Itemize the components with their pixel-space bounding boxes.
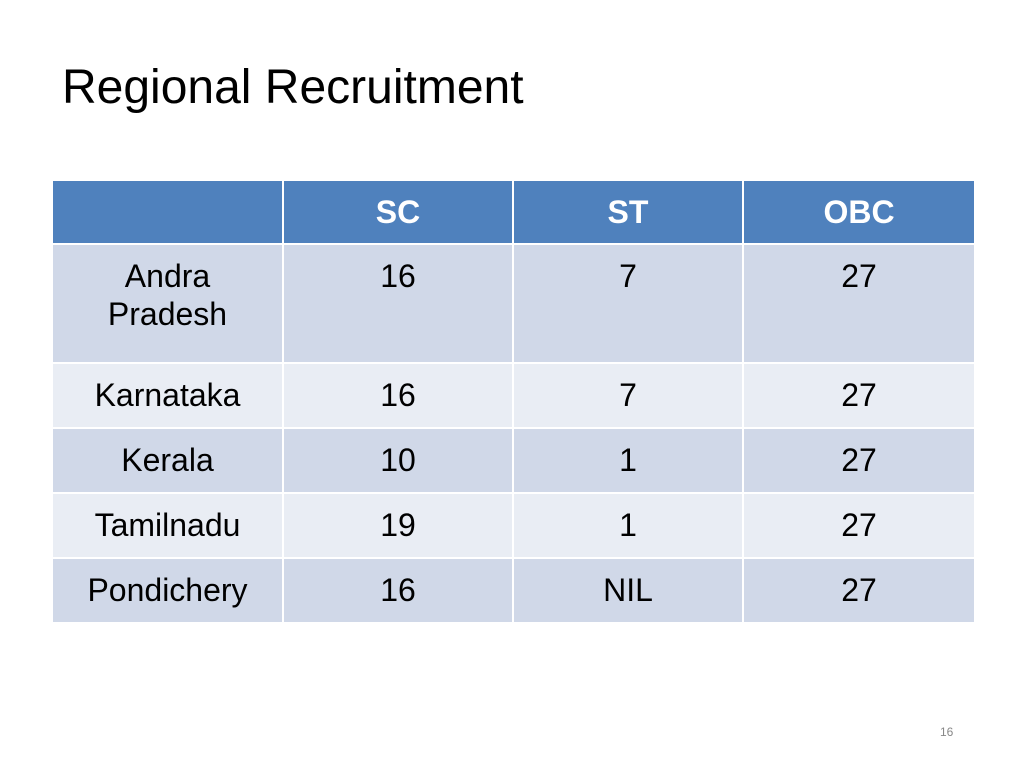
column-header: SC (282, 179, 514, 245)
table-cell: 27 (742, 243, 976, 364)
table-cell: 16 (282, 362, 514, 429)
table-cell: 10 (282, 427, 514, 494)
row-label: Pondichery (51, 557, 284, 624)
table-row: Andra Pradesh 16 7 27 (51, 243, 976, 364)
row-label: Tamilnadu (51, 492, 284, 559)
column-header: ST (512, 179, 744, 245)
table-row: Karnataka 16 7 27 (51, 362, 976, 429)
row-label: Kerala (51, 427, 284, 494)
row-label: Andra Pradesh (51, 243, 284, 364)
table-cell: 27 (742, 557, 976, 624)
table-cell: NIL (512, 557, 744, 624)
table-cell: 16 (282, 557, 514, 624)
table-row: Kerala 10 1 27 (51, 427, 976, 494)
row-label: Karnataka (51, 362, 284, 429)
table-head: SC ST OBC (51, 179, 976, 245)
table-cell: 16 (282, 243, 514, 364)
table-row: Tamilnadu 19 1 27 (51, 492, 976, 559)
table-cell: 27 (742, 427, 976, 494)
table-body: Andra Pradesh 16 7 27 Karnataka 16 7 27 Kerala 10… (51, 243, 976, 624)
table-row: Pondichery 16 NIL 27 (51, 557, 976, 624)
slide-title: Regional Recruitment (62, 61, 524, 114)
column-header: OBC (742, 179, 976, 245)
corner-cell (51, 179, 284, 245)
table-cell: 1 (512, 427, 744, 494)
table-cell: 27 (742, 362, 976, 429)
table-cell: 27 (742, 492, 976, 559)
table-cell: 7 (512, 362, 744, 429)
table-cell: 1 (512, 492, 744, 559)
data-table: SC ST OBC Andra Pradesh 16 7 27 Karnataka 16 7… (51, 179, 976, 624)
header-row: SC ST OBC (51, 179, 976, 245)
table-cell: 19 (282, 492, 514, 559)
table-cell: 7 (512, 243, 744, 364)
page-number: 16 (940, 725, 954, 739)
